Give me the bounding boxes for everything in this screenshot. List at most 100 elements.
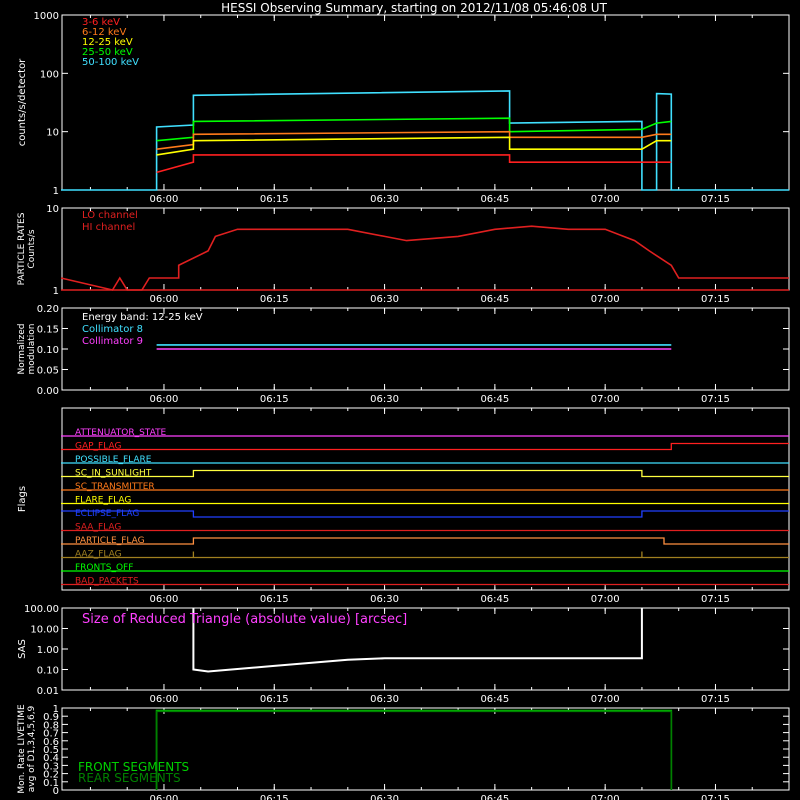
- plot-frame: [61, 14, 790, 191]
- y-tick-label: 0.9: [43, 712, 59, 723]
- flag-label: ATTENUATOR_STATE: [75, 428, 167, 438]
- y-tick-label: 0.10: [37, 666, 59, 677]
- legend-entry: FRONT SEGMENTS: [78, 760, 189, 774]
- x-tick-label: 06:45: [480, 294, 509, 305]
- series-line: [61, 90, 789, 191]
- annotation: Size of Reduced Triangle (absolute value…: [82, 612, 407, 627]
- legend-entry: REAR SEGMENTS: [78, 771, 181, 785]
- y-tick-label: 1: [53, 186, 59, 197]
- y-axis-label: avg of D1,3,4,5,6,9: [27, 705, 37, 792]
- y-tick-label: 10.00: [30, 625, 59, 636]
- panel-livetime: 06:00 06:15 06:30 06:45 07:00 07:15 Mon. Rate …: [17, 704, 790, 800]
- flag-label: PARTICLE_FLAG: [75, 536, 145, 546]
- legend-entry: Collimator 9: [82, 336, 143, 347]
- x-tick-label: 06:30: [370, 394, 399, 405]
- legend-entry: 25-50 keV: [82, 47, 133, 58]
- series-line: [156, 154, 672, 174]
- y-axis-label: Mon. Rate LIVETIME: [17, 704, 27, 794]
- legend-entry: 50-100 keV: [82, 57, 139, 68]
- x-tick-label: 07:00: [591, 594, 620, 605]
- x-tick-label: 07:00: [591, 794, 620, 800]
- y-tick-label: 0.7: [43, 729, 59, 740]
- flag-label: AAZ_FLAG: [75, 550, 122, 560]
- y-tick-label: 0.8: [43, 720, 59, 731]
- y-axis-label: PARTICLE RATES: [17, 212, 27, 285]
- flag-line: [61, 537, 789, 545]
- y-tick-label: 0.2: [43, 770, 59, 781]
- y-axis-label: Counts/s: [27, 229, 37, 268]
- y-tick-label: 100: [40, 69, 59, 80]
- y-tick-label: 1: [53, 286, 59, 297]
- panel-flags: 06:00 06:15 06:30 06:45 07:00 07:15 Flags ATTEN…: [17, 407, 790, 605]
- x-tick-label: 06:15: [260, 594, 289, 605]
- y-tick-label: 0.5: [43, 745, 59, 756]
- x-tick-label: 07:15: [701, 194, 730, 205]
- x-tick-label: 07:15: [701, 294, 730, 305]
- flag-line: [61, 469, 789, 478]
- legend-entry: HI channel: [82, 222, 135, 233]
- flag-label: SC_IN_SUNLIGHT: [75, 469, 152, 479]
- y-tick-label: 100.00: [24, 604, 59, 615]
- x-tick-label: 07:00: [591, 194, 620, 205]
- x-tick-label: 06:45: [480, 694, 509, 705]
- x-tick-label: 07:00: [591, 294, 620, 305]
- legend-entry: LO channel: [82, 210, 138, 221]
- y-axis-label: Normalized: [17, 323, 27, 374]
- x-tick-label: 06:30: [370, 194, 399, 205]
- x-tick-label: 06:00: [150, 194, 179, 205]
- x-tick-label: 06:15: [260, 694, 289, 705]
- x-tick-label: 07:00: [591, 694, 620, 705]
- flag-line: [61, 551, 789, 559]
- plot-frame: [61, 407, 790, 591]
- panel-particle_rates: 06:00 06:15 06:30 06:45 07:00 07:15 PARTICLE R…: [17, 204, 790, 305]
- legend-entry: Collimator 8: [82, 324, 143, 335]
- x-tick-label: 06:00: [150, 394, 179, 405]
- x-tick-label: 07:00: [591, 394, 620, 405]
- panel-modulation: 06:00 06:15 06:30 06:45 07:00 07:15 Normalized…: [17, 304, 790, 405]
- y-tick-label: 0.1: [43, 778, 59, 789]
- y-tick-label: 0.01: [37, 686, 59, 697]
- y-tick-label: 0.3: [43, 761, 59, 772]
- x-tick-label: 06:15: [260, 794, 289, 800]
- panel-count_rates: 06:00 06:15 06:30 06:45 07:00 07:15 counts/s/d…: [17, 11, 790, 205]
- x-tick-label: 07:15: [701, 794, 730, 800]
- y-tick-label: 0: [53, 786, 59, 797]
- legend-entry: 3-6 keV: [82, 17, 120, 28]
- x-tick-label: 06:30: [370, 594, 399, 605]
- x-tick-label: 06:00: [150, 594, 179, 605]
- legend-entry: 6-12 keV: [82, 27, 126, 38]
- series-line: [192, 608, 643, 673]
- x-tick-label: 07:15: [701, 394, 730, 405]
- flag-label: SAA_FLAG: [75, 523, 121, 533]
- flag-line: [61, 510, 789, 518]
- flag-line: [61, 442, 789, 451]
- flag-label: FLARE_FLAG: [75, 496, 131, 506]
- x-tick-label: 06:30: [370, 294, 399, 305]
- flag-label: GAP_FLAG: [75, 442, 121, 452]
- x-tick-label: 06:00: [150, 694, 179, 705]
- x-tick-label: 06:15: [260, 194, 289, 205]
- x-tick-label: 06:45: [480, 394, 509, 405]
- panel-sas: 06:00 06:15 06:30 06:45 07:00 07:15 SAS 0.01 0.1…: [17, 604, 790, 705]
- y-axis-label: Flags: [17, 486, 28, 512]
- y-axis-label: counts/s/detector: [17, 58, 28, 146]
- flag-label: SC_TRANSMITTER: [75, 482, 155, 492]
- series-line: [155, 710, 673, 790]
- legend-entry: 12-25 keV: [82, 37, 133, 48]
- y-axis-label: SAS: [17, 639, 28, 659]
- y-tick-label: 0.10: [37, 345, 59, 356]
- series-line: [156, 136, 672, 156]
- x-tick-label: 06:30: [370, 794, 399, 800]
- x-tick-label: 06:00: [150, 294, 179, 305]
- y-tick-label: 10: [46, 204, 59, 215]
- x-tick-label: 06:30: [370, 694, 399, 705]
- flag-label: BAD_PACKETS: [75, 577, 139, 587]
- y-tick-label: 0.05: [37, 366, 59, 377]
- panels: 06:00 06:15 06:30 06:45 07:00 07:15 counts/s/d…: [17, 11, 790, 800]
- x-tick-label: 06:15: [260, 394, 289, 405]
- y-tick-label: 1.00: [37, 645, 59, 656]
- x-tick-label: 06:00: [150, 794, 179, 800]
- figure-title: HESSI Observing Summary, starting on 201…: [221, 1, 607, 15]
- y-tick-label: 0.15: [37, 325, 59, 336]
- y-tick-label: 0.00: [37, 386, 59, 397]
